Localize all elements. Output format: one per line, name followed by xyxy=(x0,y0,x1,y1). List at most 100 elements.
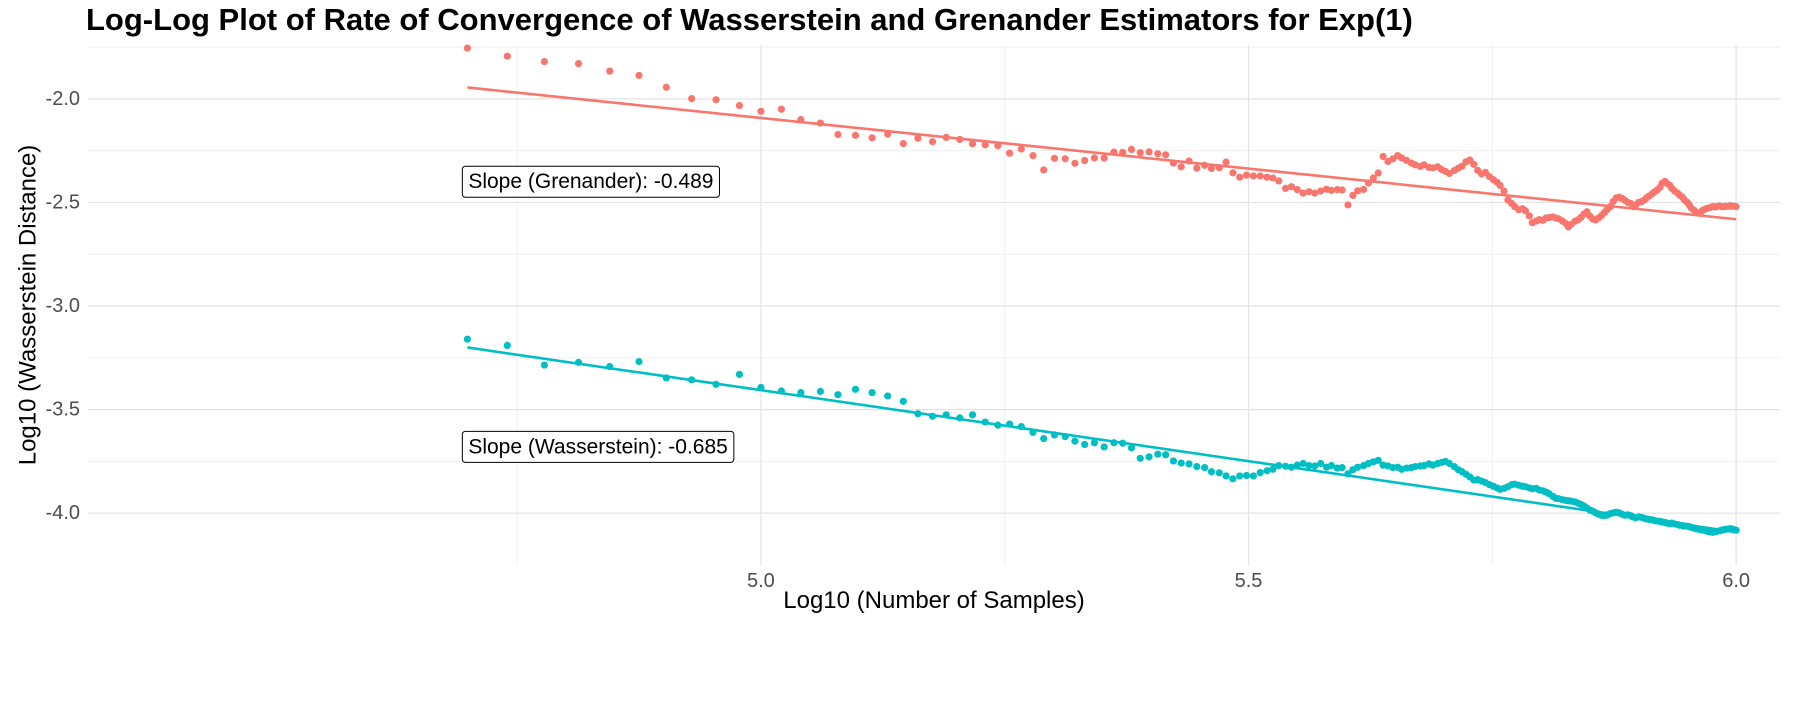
data-point xyxy=(1081,440,1089,449)
data-point xyxy=(1470,160,1478,168)
data-point xyxy=(1379,152,1387,161)
data-point xyxy=(1061,155,1069,163)
y-axis-title: Log10 (Wasserstein Distance) xyxy=(15,145,42,466)
data-point xyxy=(1317,187,1325,195)
annotation-box xyxy=(461,430,735,463)
data-point xyxy=(503,52,511,60)
fit-line xyxy=(467,346,1737,534)
data-point xyxy=(1177,163,1185,171)
x-axis-title: Log10 (Number of Samples) xyxy=(783,587,1084,614)
data-point xyxy=(1162,451,1170,459)
data-point xyxy=(1071,159,1079,167)
x-tick-label: 5.5 xyxy=(1235,570,1263,592)
data-point xyxy=(1374,169,1382,177)
data-point xyxy=(1327,186,1336,195)
data-point xyxy=(851,385,860,393)
y-tick-label: -4.0 xyxy=(46,502,80,524)
data-point xyxy=(1327,461,1336,470)
series-layer xyxy=(463,44,1740,536)
data-point xyxy=(503,341,511,349)
data-point xyxy=(1169,457,1178,465)
data-point xyxy=(1005,149,1014,157)
data-point xyxy=(1236,472,1244,480)
data-point xyxy=(851,131,860,139)
data-point xyxy=(688,95,696,103)
data-point xyxy=(884,392,892,400)
data-point xyxy=(1100,154,1108,162)
data-point xyxy=(899,397,907,405)
data-point xyxy=(463,44,471,52)
data-point xyxy=(712,96,720,104)
data-point xyxy=(1374,456,1382,464)
y-tick-label: -2.0 xyxy=(46,88,80,110)
data-point xyxy=(757,107,765,115)
series-1 xyxy=(463,335,1740,536)
axis-layer: 5.0 5.5 6.0 -4.0 -3.5 -3.0 -2.5 -2.0 Log10 (Numb… xyxy=(15,88,1751,614)
data-point xyxy=(1299,459,1307,468)
data-point xyxy=(1305,188,1313,196)
data-point xyxy=(981,141,989,149)
y-tick-label: -2.5 xyxy=(46,191,80,213)
data-point xyxy=(1293,186,1301,194)
data-point xyxy=(1311,462,1319,470)
data-point xyxy=(1017,145,1025,153)
data-point xyxy=(1050,154,1059,162)
data-point xyxy=(1029,152,1037,160)
data-point xyxy=(1305,461,1313,470)
data-point xyxy=(1732,202,1740,211)
series-0 xyxy=(463,44,1740,231)
data-point xyxy=(540,361,549,369)
data-point xyxy=(1242,471,1251,480)
data-point xyxy=(968,140,977,148)
data-point xyxy=(868,134,876,142)
data-point xyxy=(1242,171,1251,179)
y-tick-label: -3.0 xyxy=(46,295,80,317)
data-point xyxy=(1496,181,1504,190)
data-point xyxy=(1145,148,1153,156)
data-point xyxy=(1354,463,1362,471)
data-point xyxy=(1100,443,1108,451)
chart-title: Log-Log Plot of Rate of Convergence of W… xyxy=(86,2,1413,37)
data-point xyxy=(834,391,842,399)
data-point xyxy=(1081,157,1089,165)
data-point xyxy=(463,335,471,343)
data-point xyxy=(1040,435,1048,443)
data-point xyxy=(1256,172,1264,180)
slope-annotation: Slope (Wasserstein): -0.685 xyxy=(468,435,728,458)
data-point xyxy=(1263,173,1271,181)
data-point xyxy=(1162,151,1170,159)
data-point xyxy=(777,105,785,113)
data-point xyxy=(1154,450,1162,458)
data-point xyxy=(1127,444,1136,452)
minor-gridlines xyxy=(88,45,1780,565)
data-point xyxy=(1287,183,1296,191)
data-point xyxy=(834,130,842,139)
data-point xyxy=(735,370,744,379)
y-tick-label: -3.5 xyxy=(46,399,80,421)
data-point xyxy=(868,389,876,397)
data-point xyxy=(928,138,937,146)
data-point xyxy=(1249,172,1257,180)
data-point xyxy=(540,57,549,66)
data-point xyxy=(1193,164,1201,172)
data-point xyxy=(968,411,977,419)
data-point xyxy=(1193,462,1201,471)
data-point xyxy=(1090,439,1099,447)
data-point xyxy=(1154,150,1162,158)
annotation-box xyxy=(461,165,720,198)
data-point xyxy=(1127,145,1136,154)
data-point xyxy=(574,60,583,68)
data-point xyxy=(1369,174,1377,182)
data-point xyxy=(1229,169,1237,177)
annotation-layer: Slope (Grenander): -0.489 Slope (Wasserst… xyxy=(461,165,735,463)
data-point xyxy=(1281,184,1290,192)
data-point xyxy=(1500,187,1508,195)
data-point xyxy=(1201,464,1209,472)
data-point xyxy=(1040,166,1048,174)
data-point xyxy=(606,67,614,75)
data-point xyxy=(1236,173,1244,181)
x-tick-label: 5.0 xyxy=(747,570,775,592)
x-tick-label: 6.0 xyxy=(1722,570,1750,592)
data-point xyxy=(635,357,643,366)
